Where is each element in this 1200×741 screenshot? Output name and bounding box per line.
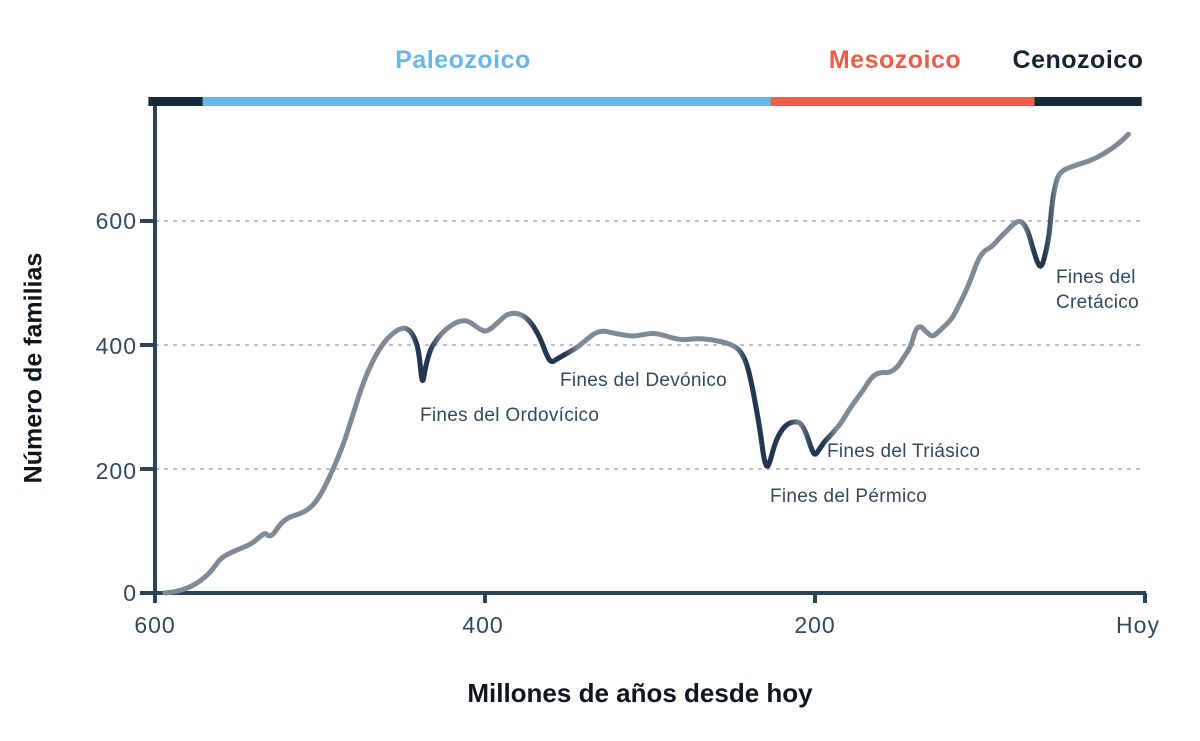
- annotation-devonico: Fines del Devónico: [560, 370, 727, 391]
- extinction-dip-devonico: [162, 131, 1131, 596]
- extinction-dip-ordovicico: [162, 131, 1131, 596]
- y-tick-400: 400: [95, 333, 137, 359]
- timeline-segment-paleozoico: [202, 97, 771, 106]
- y-tick-0: 0: [123, 580, 137, 606]
- era-label-cenozoico: Cenozoico: [1012, 46, 1144, 74]
- x-tick-600: 600: [134, 612, 176, 638]
- x-tick-200: 200: [794, 612, 836, 638]
- era-timeline-bar: [148, 97, 1142, 106]
- axis-ticks: [140, 219, 1147, 603]
- diversity-curve: [162, 131, 1131, 596]
- y-tick-200: 200: [95, 458, 137, 484]
- diversity-curve-line: [162, 131, 1131, 596]
- extinction-dip-cretacico: [162, 131, 1131, 596]
- extinction-dip-triasico: [162, 131, 1131, 596]
- annotation-permico: Fines del Pérmico: [770, 486, 928, 507]
- timeline-segment-mesozoico: [770, 97, 1035, 106]
- y-axis-title: Número de familias: [19, 252, 48, 484]
- y-tick-600: 600: [95, 208, 137, 234]
- timeline-segment-precambrian-lead: [148, 97, 203, 106]
- era-label-paleozoico: Paleozoico: [395, 46, 531, 74]
- gridlines: [155, 220, 1145, 470]
- annotation-ordovicico: Fines del Ordovícico: [420, 405, 600, 426]
- x-tick-hoy: Hoy: [1116, 612, 1160, 638]
- extinction-dip-permico: [162, 131, 1131, 596]
- annotation-cretacico: Fines del Cretácico: [1056, 267, 1139, 313]
- annotation-triasico: Fines del Triásico: [827, 441, 981, 462]
- x-tick-400: 400: [462, 612, 504, 638]
- x-axis-title: Millones de años desde hoy: [467, 678, 813, 708]
- timeline-segment-cenozoico: [1034, 97, 1142, 106]
- era-label-mesozoico: Mesozoico: [828, 46, 962, 74]
